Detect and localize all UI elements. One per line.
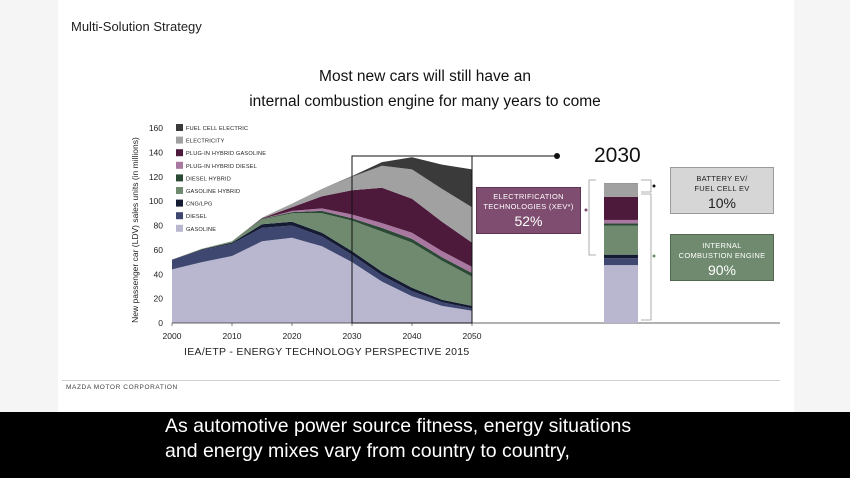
- chart-legend: FUEL CELL ELECTRIC ELECTRICITY PLUG-IN HYB…: [176, 124, 266, 233]
- area-electricity: [172, 165, 472, 260]
- bar-2030-cng-lpg: [604, 254, 638, 259]
- bar-2030-electricity: [604, 184, 638, 197]
- callout-ice-label-2: COMBUSTION ENGINE: [678, 251, 766, 260]
- y-tick-label: 140: [149, 147, 163, 157]
- area-layers: [172, 157, 472, 323]
- callout-electrification-label-1: ELECTRIFICATION: [493, 192, 564, 201]
- dot-ice: [652, 254, 656, 258]
- legend-label: PLUG-IN HYBRID DIESEL: [186, 164, 257, 170]
- callout-ice-percent: 90%: [707, 262, 737, 278]
- y-tick-label: 100: [149, 196, 163, 206]
- footer-divider: [62, 380, 780, 381]
- legend-swatch: [176, 124, 183, 131]
- callout-battery-ev: BATTERY EV/ FUEL CELL EV 10%: [670, 167, 774, 214]
- area-diesel: [172, 225, 472, 311]
- area-gasoline: [172, 237, 472, 323]
- legend-label: DIESEL HYBRID: [186, 176, 231, 182]
- legend-swatch: [176, 199, 183, 207]
- x-tick-label: 2050: [463, 331, 482, 341]
- y-axis-label: New passenger car (LDV) sales units (in …: [130, 137, 140, 323]
- legend-label: GASOLINE: [186, 227, 216, 233]
- year-2030-label: 2030: [594, 144, 641, 167]
- callout-ice: INTERNAL COMBUSTION ENGINE 90%: [670, 234, 774, 281]
- y-tick-label: 20: [154, 294, 164, 304]
- chart-2030-overlay: [351, 153, 560, 324]
- bar-2030-plug-in-hybrid-gasoline: [604, 196, 638, 220]
- x-tick-label: 2000: [163, 331, 182, 341]
- bar-2030-gasoline: [604, 265, 638, 323]
- legend-swatch: [176, 187, 183, 194]
- legend-label: GASOLINE HYBRID: [186, 189, 240, 195]
- subtitle-bar: [0, 412, 850, 478]
- legend-label: CNG/LPG: [186, 202, 213, 208]
- headline: Most new cars will still have an interna…: [200, 64, 650, 114]
- legend-swatch: [176, 161, 183, 169]
- legend-swatch: [176, 212, 183, 220]
- y-tick-label: 120: [149, 172, 163, 182]
- legend-label: PLUG-IN HYBRID GASOLINE: [186, 151, 266, 157]
- bracket-ice: [641, 193, 652, 321]
- callout-electrification: ELECTRIFICATION TECHNOLOGIES (xEV*) 52%: [476, 187, 581, 234]
- legend-swatch: [176, 174, 183, 182]
- callout-ice-label-1: INTERNAL: [702, 241, 742, 250]
- legend-label: ELECTRICITY: [186, 139, 225, 145]
- y-tick-label: 40: [154, 269, 164, 279]
- callout-battery-label-2: FUEL CELL EV: [694, 184, 750, 193]
- legend-label: DIESEL: [186, 214, 207, 220]
- x-tick-label: 2030: [343, 331, 362, 341]
- bar-2030-plug-in-hybrid-diesel: [604, 219, 638, 224]
- subtitle-line-1: As automotive power source fitness, ener…: [165, 415, 632, 437]
- area-fuel-cell-electric: [172, 157, 472, 260]
- dot-electrification: [584, 208, 588, 212]
- callout-battery-label-1: BATTERY EV/: [696, 174, 748, 183]
- connector-dot: [554, 153, 560, 159]
- bar-2030-diesel: [604, 258, 638, 266]
- bar-2030: [584, 179, 656, 323]
- callout-battery-percent: 10%: [707, 195, 737, 211]
- callout-electrification-percent: 52%: [514, 213, 543, 229]
- x-tick-label: 2010: [223, 331, 242, 341]
- callout-electrification-label-2: TECHNOLOGIES (xEV*): [483, 202, 574, 211]
- dot-battery: [652, 184, 656, 188]
- headline-line-2: internal combustion engine for many year…: [249, 93, 601, 110]
- x-tick-label: 2020: [283, 331, 302, 341]
- legend-swatch: [176, 224, 183, 232]
- area-gasoline-hybrid: [172, 213, 472, 306]
- bar-2030-diesel-hybrid: [604, 223, 638, 226]
- subtitle-line-2: and energy mixes vary from country to co…: [165, 440, 570, 462]
- y-tick-label: 0: [158, 318, 163, 328]
- bracket-electrification: [588, 179, 596, 256]
- y-tick-label: 60: [154, 245, 164, 255]
- section-title: Multi-Solution Strategy: [71, 19, 202, 34]
- video-subtitles: As automotive power source fitness, ener…: [165, 414, 631, 464]
- headline-line-1: Most new cars will still have an: [319, 68, 531, 85]
- area-plug-in-hybrid-gasoline: [172, 187, 472, 267]
- bracket-battery: [641, 179, 652, 193]
- footer-company: MAZDA MOTOR CORPORATION: [66, 384, 178, 391]
- legend-swatch: [176, 136, 183, 144]
- legend-swatch: [176, 149, 183, 157]
- bar-2030-gasoline-hybrid: [604, 225, 638, 255]
- bar-2030-fuel-cell-electric: [604, 183, 638, 185]
- x-tick-label: 2040: [403, 331, 422, 341]
- chart-source-label: IEA/ETP - ENERGY TECHNOLOGY PERSPECTIVE …: [184, 346, 470, 358]
- y-tick-label: 160: [149, 123, 163, 133]
- y-tick-label: 80: [154, 221, 164, 231]
- legend-label: FUEL CELL ELECTRIC: [186, 126, 248, 132]
